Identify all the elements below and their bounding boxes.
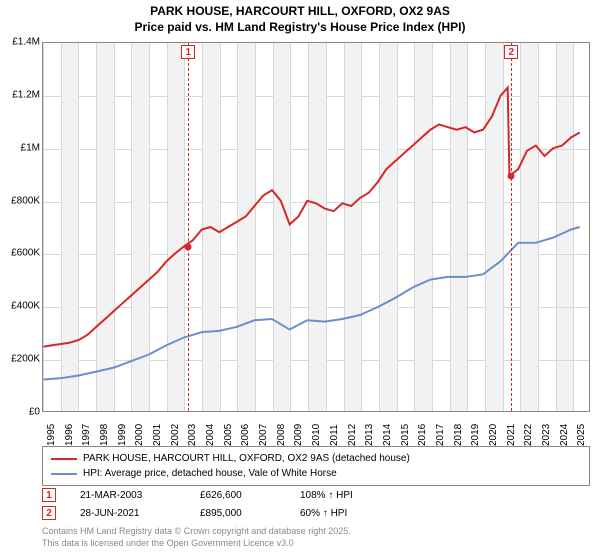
x-tick-label: 2001 <box>152 414 163 446</box>
marker-price: £626,600 <box>200 490 300 501</box>
x-tick-label: 1998 <box>99 414 110 446</box>
arrow-up-icon <box>323 508 328 519</box>
y-tick-label: £1.4M <box>0 37 40 48</box>
marker-table: 1 21-MAR-2003£626,600108% HPI 2 28-JUN-2021… <box>42 486 400 522</box>
marker-date: 28-JUN-2021 <box>80 508 200 519</box>
x-tick-label: 2020 <box>488 414 499 446</box>
x-tick-label: 2021 <box>506 414 517 446</box>
marker-date: 21-MAR-2003 <box>80 490 200 501</box>
y-tick-label: £600K <box>0 248 40 259</box>
marker-table-badge: 2 <box>42 506 56 520</box>
marker-badge: 1 <box>181 45 195 59</box>
series-price_paid <box>43 88 579 347</box>
legend-row: PARK HOUSE, HARCOURT HILL, OXFORD, OX2 9… <box>51 451 581 466</box>
x-tick-label: 2008 <box>276 414 287 446</box>
x-tick-label: 2025 <box>576 414 587 446</box>
legend-swatch <box>51 458 77 460</box>
marker-pct: 60% HPI <box>300 508 400 519</box>
x-tick-label: 1997 <box>81 414 92 446</box>
x-tick-label: 1999 <box>117 414 128 446</box>
x-tick-label: 2014 <box>382 414 393 446</box>
marker-table-row: 2 28-JUN-2021£895,00060% HPI <box>42 504 400 522</box>
x-tick-label: 2010 <box>311 414 322 446</box>
x-tick-label: 2009 <box>293 414 304 446</box>
marker-table-badge: 1 <box>42 488 56 502</box>
marker-badge: 2 <box>504 45 518 59</box>
x-tick-label: 2013 <box>364 414 375 446</box>
x-tick-label: 2012 <box>347 414 358 446</box>
y-tick-label: £1.2M <box>0 89 40 100</box>
x-tick-label: 2005 <box>223 414 234 446</box>
y-tick-label: £0 <box>0 407 40 418</box>
x-tick-label: 2016 <box>417 414 428 446</box>
legend-swatch <box>51 473 77 475</box>
marker-line <box>188 43 189 411</box>
x-tick-label: 2022 <box>523 414 534 446</box>
x-tick-label: 2007 <box>258 414 269 446</box>
legend: PARK HOUSE, HARCOURT HILL, OXFORD, OX2 9… <box>42 446 590 486</box>
x-tick-label: 2023 <box>541 414 552 446</box>
line-series-svg <box>43 43 589 411</box>
x-tick-label: 2003 <box>187 414 198 446</box>
legend-label: HPI: Average price, detached house, Vale… <box>83 466 337 481</box>
x-tick-label: 2024 <box>559 414 570 446</box>
x-tick-label: 2017 <box>435 414 446 446</box>
chart-container: { "title": { "line1": "PARK HOUSE, HARCO… <box>0 0 600 560</box>
legend-row: HPI: Average price, detached house, Vale… <box>51 466 581 481</box>
marker-price: £895,000 <box>200 508 300 519</box>
x-tick-label: 2004 <box>205 414 216 446</box>
y-tick-label: £400K <box>0 301 40 312</box>
x-tick-label: 1996 <box>64 414 75 446</box>
marker-dot <box>508 173 515 180</box>
footer-line2: This data is licensed under the Open Gov… <box>42 538 351 550</box>
attribution-footer: Contains HM Land Registry data © Crown c… <box>42 526 351 549</box>
marker-table-row: 1 21-MAR-2003£626,600108% HPI <box>42 486 400 504</box>
x-tick-label: 2018 <box>453 414 464 446</box>
marker-line <box>511 43 512 411</box>
footer-line1: Contains HM Land Registry data © Crown c… <box>42 526 351 538</box>
y-tick-label: £200K <box>0 354 40 365</box>
y-tick-label: £800K <box>0 195 40 206</box>
legend-label: PARK HOUSE, HARCOURT HILL, OXFORD, OX2 9… <box>83 451 410 466</box>
x-tick-label: 2002 <box>170 414 181 446</box>
plot-area: 12 <box>42 42 590 412</box>
x-tick-label: 2011 <box>329 414 340 446</box>
chart-title: PARK HOUSE, HARCOURT HILL, OXFORD, OX2 9… <box>0 0 600 35</box>
title-line2: Price paid vs. HM Land Registry's House … <box>0 20 600 36</box>
x-tick-label: 2000 <box>134 414 145 446</box>
title-line1: PARK HOUSE, HARCOURT HILL, OXFORD, OX2 9… <box>0 4 600 20</box>
x-tick-label: 2006 <box>240 414 251 446</box>
marker-dot <box>185 244 192 251</box>
x-tick-label: 2019 <box>470 414 481 446</box>
x-tick-label: 1995 <box>46 414 57 446</box>
x-tick-label: 2015 <box>400 414 411 446</box>
arrow-up-icon <box>328 490 333 501</box>
marker-pct: 108% HPI <box>300 490 400 501</box>
y-tick-label: £1M <box>0 142 40 153</box>
